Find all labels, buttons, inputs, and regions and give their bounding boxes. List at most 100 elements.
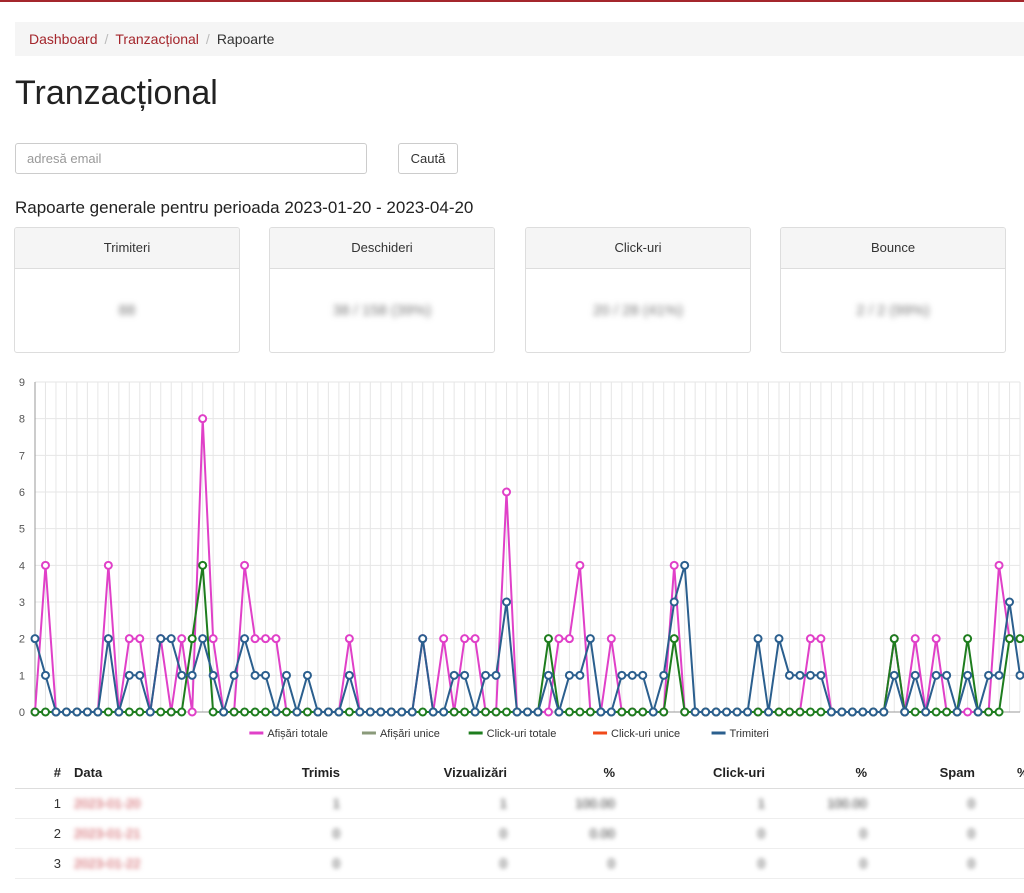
- data-point: [502, 597, 512, 607]
- data-point: [40, 707, 50, 717]
- data-point: [187, 670, 197, 680]
- data-point: [460, 634, 470, 644]
- data-point: [240, 707, 250, 717]
- data-point: [30, 707, 40, 717]
- data-point: [585, 634, 595, 644]
- data-point: [711, 707, 721, 717]
- stat-card-deschideri: Deschideri 38 / 158 (39%): [269, 227, 495, 353]
- data-point: [638, 707, 648, 717]
- row-trimis: 0: [332, 826, 340, 841]
- data-point: [701, 707, 711, 717]
- data-point: [847, 707, 857, 717]
- data-point: [439, 634, 449, 644]
- data-point: [554, 634, 564, 644]
- data-point: [1015, 670, 1024, 680]
- col-header-spam: Spam: [939, 765, 975, 780]
- stat-card-value: 20 / 28 (41%): [592, 302, 684, 319]
- data-point: [826, 707, 836, 717]
- data-point: [82, 707, 92, 717]
- row-percent: 100.00: [575, 796, 615, 811]
- data-point: [994, 707, 1004, 717]
- email-search-input[interactable]: [15, 143, 367, 174]
- data-point: [470, 707, 480, 717]
- breadcrumb-tranzactional-link[interactable]: Tranzacțional: [115, 31, 199, 47]
- data-point: [177, 634, 187, 644]
- breadcrumb-dashboard-link[interactable]: Dashboard: [29, 31, 98, 47]
- data-point: [680, 560, 690, 570]
- data-point: [156, 634, 166, 644]
- data-point: [910, 634, 920, 644]
- data-point: [879, 707, 889, 717]
- data-point: [250, 707, 260, 717]
- legend-label: Afișări totale: [267, 728, 328, 740]
- data-point: [261, 670, 271, 680]
- data-point: [177, 707, 187, 717]
- data-point: [868, 707, 878, 717]
- stat-card-value: 2 / 2 (99%): [856, 302, 930, 319]
- data-point: [103, 634, 113, 644]
- data-point: [805, 707, 815, 717]
- row-trimis: 0: [332, 856, 340, 871]
- data-point: [491, 707, 501, 717]
- row-percent: 0: [607, 856, 615, 871]
- data-point: [994, 560, 1004, 570]
- stat-card-click-uri: Click-uri 20 / 28 (41%): [525, 227, 751, 353]
- data-point: [271, 634, 281, 644]
- row-index: 2: [53, 826, 61, 841]
- stat-card-trimiteri: Trimiteri 88: [14, 227, 240, 353]
- data-point: [921, 707, 931, 717]
- data-point: [784, 670, 794, 680]
- data-point: [1015, 634, 1024, 644]
- data-point: [753, 634, 763, 644]
- data-point: [135, 707, 145, 717]
- data-point: [177, 670, 187, 680]
- data-point: [365, 707, 375, 717]
- data-point: [554, 707, 564, 717]
- data-point: [61, 707, 71, 717]
- row-spam: 0: [967, 796, 975, 811]
- row-date: 2023-01-20: [74, 796, 141, 811]
- legend-label: Afișări unice: [380, 728, 440, 740]
- data-point: [743, 707, 753, 717]
- data-point: [281, 707, 291, 717]
- data-point: [564, 634, 574, 644]
- data-point: [376, 707, 386, 717]
- row-spam: 0: [967, 826, 975, 841]
- data-point: [606, 707, 616, 717]
- data-point: [585, 707, 595, 717]
- row-percent-2: 0: [859, 856, 867, 871]
- data-point: [261, 634, 271, 644]
- stat-card-bounce: Bounce 2 / 2 (99%): [780, 227, 1006, 353]
- stat-card-title: Trimiteri: [15, 228, 239, 269]
- data-point: [40, 670, 50, 680]
- page-title: Tranzacțional: [15, 74, 218, 112]
- search-button[interactable]: Caută: [398, 143, 458, 174]
- data-point: [135, 670, 145, 680]
- y-tick-label: 7: [19, 450, 25, 462]
- y-tick-label: 0: [19, 707, 25, 719]
- data-point: [449, 707, 459, 717]
- data-point: [198, 634, 208, 644]
- data-point: [418, 634, 428, 644]
- data-point: [460, 670, 470, 680]
- data-point: [281, 670, 291, 680]
- row-click-uri: 1: [757, 796, 765, 811]
- col-header-click-uri: Click-uri: [712, 765, 765, 780]
- data-point: [187, 707, 197, 717]
- legend-label: Trimiteri: [730, 728, 769, 740]
- data-point: [564, 707, 574, 717]
- data-point: [627, 707, 637, 717]
- data-point: [669, 634, 679, 644]
- data-point: [103, 707, 113, 717]
- col-header-trimis: Trimis: [301, 765, 340, 780]
- row-percent-2: 100.00: [827, 796, 867, 811]
- row-trimis: 1: [332, 796, 340, 811]
- breadcrumb-separator: /: [104, 31, 109, 47]
- data-point: [187, 634, 197, 644]
- data-point: [543, 707, 553, 717]
- data-point: [963, 634, 973, 644]
- data-point: [638, 670, 648, 680]
- breadcrumb-separator: /: [205, 31, 210, 47]
- data-point: [512, 707, 522, 717]
- y-tick-label: 9: [19, 377, 25, 389]
